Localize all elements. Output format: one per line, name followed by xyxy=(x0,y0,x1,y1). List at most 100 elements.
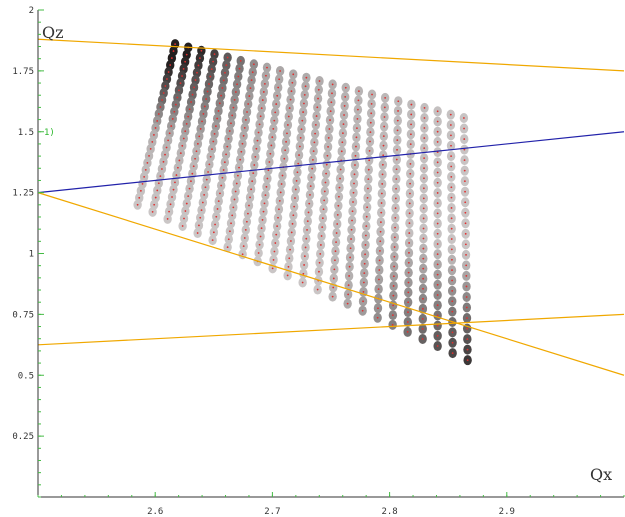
scan-point xyxy=(218,102,221,105)
scan-point xyxy=(422,187,425,190)
scan-point xyxy=(232,106,235,109)
scan-point xyxy=(352,191,355,194)
scan-point xyxy=(252,172,255,174)
scan-point xyxy=(410,113,413,116)
scan-point xyxy=(325,172,328,175)
scan-point xyxy=(265,74,267,77)
scan-point xyxy=(380,202,383,204)
scan-point xyxy=(343,105,346,107)
scan-point xyxy=(200,49,203,52)
scan-point xyxy=(249,196,251,199)
scan-point xyxy=(288,257,291,260)
scan-point xyxy=(237,75,240,78)
scan-point xyxy=(207,171,209,173)
scan-point xyxy=(347,284,350,287)
scan-point xyxy=(217,110,220,112)
scan-point xyxy=(362,281,365,284)
scan-point xyxy=(243,237,246,239)
scan-point xyxy=(172,188,175,191)
scan-point xyxy=(371,93,373,96)
scan-point xyxy=(248,95,251,97)
scan-point xyxy=(342,132,344,135)
scan-point xyxy=(350,228,353,231)
scan-point xyxy=(242,134,245,137)
scan-point xyxy=(174,43,177,45)
scan-point xyxy=(287,115,290,118)
scan-point xyxy=(422,277,425,280)
scan-point xyxy=(464,232,467,235)
scan-point xyxy=(157,182,160,185)
x-tick-label: 2.7 xyxy=(264,507,280,517)
scan-point xyxy=(215,215,218,218)
scan-point xyxy=(259,235,262,238)
scan-point xyxy=(192,165,195,168)
scan-point xyxy=(301,281,304,284)
scan-point xyxy=(408,212,411,215)
scan-point xyxy=(241,142,244,145)
scan-point xyxy=(222,169,225,171)
scan-point xyxy=(465,306,468,309)
scan-point xyxy=(321,217,324,220)
scan-point xyxy=(463,169,466,172)
scan-point xyxy=(169,203,172,206)
scan-point xyxy=(230,222,232,225)
scan-point xyxy=(232,206,235,209)
scan-point xyxy=(436,192,439,194)
scan-point xyxy=(197,64,200,67)
scan-point xyxy=(346,302,349,305)
scan-point xyxy=(164,153,166,156)
scan-point xyxy=(275,103,278,105)
scan-point xyxy=(409,172,412,175)
scan-point xyxy=(278,78,281,81)
scan-point xyxy=(331,295,334,298)
scan-point xyxy=(368,159,371,162)
scan-point xyxy=(220,184,223,187)
scan-point xyxy=(394,197,397,200)
scan-point xyxy=(451,331,454,334)
scan-point xyxy=(250,79,253,82)
scan-point xyxy=(379,230,382,233)
scan-point xyxy=(449,113,452,116)
scan-point xyxy=(247,212,249,215)
scan-point xyxy=(338,186,341,189)
scan-point xyxy=(465,253,467,256)
scan-point xyxy=(309,185,312,188)
scan-point xyxy=(396,139,399,142)
scan-point xyxy=(238,166,240,169)
scan-point xyxy=(369,140,371,143)
scan-point xyxy=(322,208,325,211)
scan-point xyxy=(154,127,157,129)
scan-point xyxy=(361,309,364,312)
scan-point xyxy=(233,198,236,201)
scan-point xyxy=(307,211,310,214)
scan-point xyxy=(208,163,211,166)
scan-point xyxy=(289,98,292,101)
scan-point xyxy=(290,231,293,234)
scan-points xyxy=(133,39,472,366)
x-tick-label: 2.8 xyxy=(381,507,397,517)
scan-point xyxy=(327,145,329,148)
scan-point xyxy=(450,227,453,230)
scan-point xyxy=(203,105,206,108)
scan-point xyxy=(408,251,410,254)
scan-point xyxy=(251,71,254,74)
scan-point xyxy=(206,90,209,93)
scan-point xyxy=(436,324,439,327)
scan-point xyxy=(159,175,162,178)
scan-point xyxy=(376,316,379,319)
scan-point xyxy=(397,100,400,103)
scan-point xyxy=(168,132,171,135)
scan-point xyxy=(166,78,168,80)
scan-point xyxy=(436,273,439,276)
scan-point xyxy=(245,220,248,223)
scan-point xyxy=(310,176,313,179)
scan-point xyxy=(423,137,426,139)
scan-point xyxy=(321,226,324,229)
scan-point xyxy=(331,92,333,95)
scan-point xyxy=(349,247,352,250)
scan-point xyxy=(143,175,146,178)
scan-point xyxy=(317,97,319,100)
scan-point xyxy=(393,236,396,239)
scan-point xyxy=(422,267,425,270)
scan-point xyxy=(357,99,360,102)
